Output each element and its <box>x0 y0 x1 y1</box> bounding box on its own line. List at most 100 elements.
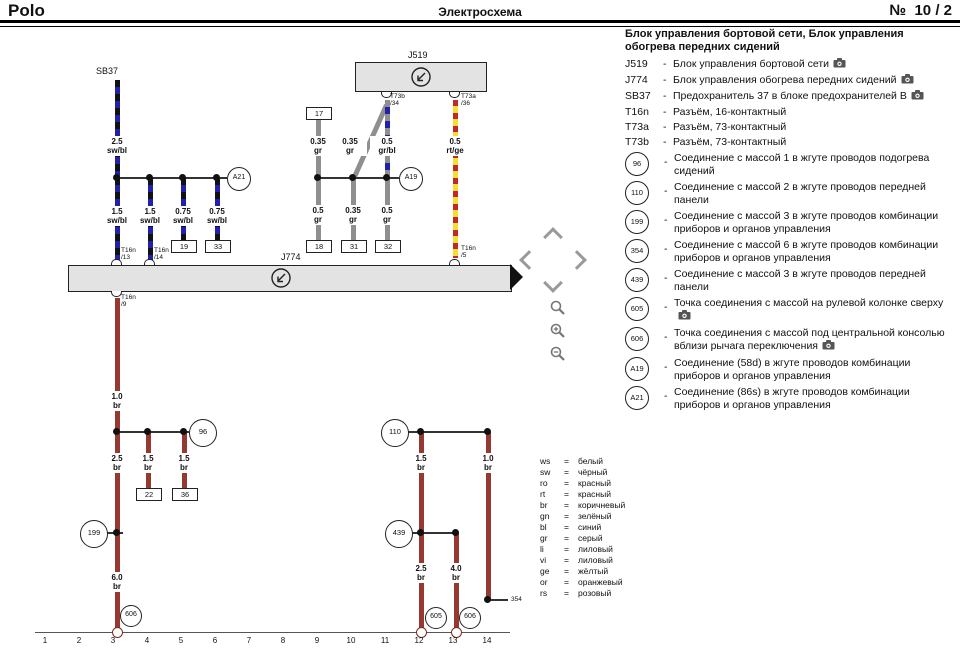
legend-item: 606 - Точка соединения с массой под цент… <box>625 327 957 354</box>
node-circle: A19 <box>399 167 423 191</box>
junction-dot <box>349 174 356 181</box>
wire-label: 0.75 sw/bl <box>166 206 200 226</box>
legend-description: Соединение (58d) в жгуте проводов комбин… <box>674 357 911 382</box>
connector-label: T16n/9 <box>121 294 136 308</box>
legend-key: T16n <box>625 106 649 118</box>
legend-dash: - <box>664 301 668 313</box>
camera-icon[interactable] <box>901 74 914 88</box>
legend-item: J519 - Блок управления бортовой сети <box>625 58 957 72</box>
legend-item: 110 - Соединение с массой 2 в жгуте пров… <box>625 181 957 207</box>
junction-dot <box>383 174 390 181</box>
camera-icon[interactable] <box>822 340 835 354</box>
legend-dash: - <box>664 243 668 255</box>
junction-dot <box>417 428 424 435</box>
node-circle: 110 <box>381 419 409 447</box>
connector-symbol <box>144 259 155 265</box>
legend-key: J519 <box>625 58 648 70</box>
legend-dash: - <box>663 106 667 118</box>
label-j519: J519 <box>408 50 428 60</box>
legend-dash: - <box>664 331 668 343</box>
legend-item: J774 - Блок управления обогрева передних… <box>625 74 957 88</box>
wire-label: 1.5 sw/bl <box>100 206 134 226</box>
legend-key: 96 <box>625 152 649 176</box>
wire-color-code: rt <box>540 489 546 499</box>
wire-color-eq: = <box>564 588 569 598</box>
legend-item: 439 - Соединение с массой 3 в жгуте пров… <box>625 268 957 294</box>
legend-key: 110 <box>625 181 649 205</box>
wire-label: 1.0 br <box>471 453 505 473</box>
legend-dash: - <box>663 90 667 102</box>
wire-label: 0.5 gr <box>370 205 404 225</box>
wire-color-code: gn <box>540 511 550 521</box>
legend-key: 354 <box>625 239 649 263</box>
legend-dash: - <box>663 58 667 70</box>
legend-item: 605 - Точка соединения с массой на рулев… <box>625 297 957 324</box>
header-brand: Polo <box>8 1 45 20</box>
wire-label: 0.35 gr <box>336 205 370 225</box>
wire-segment <box>115 298 120 432</box>
wire-color-code: ws <box>540 456 551 466</box>
track-number: 9 <box>314 636 320 645</box>
junction-bus <box>411 532 456 534</box>
legend-key: SB37 <box>625 90 651 102</box>
zoom-in-icon[interactable] <box>550 323 566 344</box>
legend-dash: - <box>663 74 667 86</box>
terminal-box: 19 <box>171 240 197 253</box>
camera-icon[interactable] <box>678 310 691 324</box>
node-circle: 439 <box>385 520 413 548</box>
wire-color-code: or <box>540 577 548 587</box>
wire-label: 1.0 br <box>100 391 134 411</box>
track-number: 11 <box>380 636 390 645</box>
junction-dot <box>452 529 459 536</box>
label-sb37: SB37 <box>96 66 119 76</box>
legend-description: Разъём, 16-контактный <box>673 106 787 118</box>
track-number: 13 <box>448 636 458 645</box>
ground-ref-label: 354 <box>511 596 522 603</box>
track-number: 3 <box>110 636 116 645</box>
camera-icon[interactable] <box>833 58 846 72</box>
pan-right-arrow[interactable] <box>567 250 587 270</box>
header-title: Электросхема <box>438 5 522 19</box>
wire-color-row: li = лиловый <box>540 544 625 555</box>
junction-dot <box>314 174 321 181</box>
junction-dot <box>113 529 120 536</box>
node-circle: 606 <box>459 607 481 629</box>
wire-color-name: зелёный <box>578 511 612 521</box>
wire-color-name: розовый <box>578 588 612 598</box>
legend-key: 606 <box>625 327 649 351</box>
camera-icon[interactable] <box>911 90 924 104</box>
junction-bus <box>488 599 508 601</box>
junction-bus <box>407 431 488 433</box>
junction-bus <box>117 431 189 433</box>
wire-color-eq: = <box>564 456 569 466</box>
legend-dash: - <box>663 121 667 133</box>
wire-color-name: чёрный <box>578 467 608 477</box>
header-page-number: № 10 / 2 <box>889 2 952 19</box>
legend-dash: - <box>664 214 668 226</box>
wire-label: 1.5 sw/bl <box>133 206 167 226</box>
junction-dot <box>144 428 151 435</box>
wire-color-name: красный <box>578 478 611 488</box>
wire-color-code: li <box>540 544 544 554</box>
terminal-box: 22 <box>136 488 162 501</box>
wire-label: 2.5 br <box>100 453 134 473</box>
connector-label: T16n/5 <box>461 245 476 259</box>
zoom-out-icon[interactable] <box>550 346 566 367</box>
legend-item: T73b - Разъём, 73-контактный <box>625 136 957 149</box>
legend-description: Соединение с массой 2 в жгуте проводов п… <box>674 181 926 206</box>
track-number: 6 <box>212 636 218 645</box>
header-rule-thick <box>0 20 960 23</box>
legend-item: 354 - Соединение с массой 6 в жгуте пров… <box>625 239 957 265</box>
wire-color-code: gr <box>540 533 548 543</box>
junction-dot <box>113 428 120 435</box>
pan-up-arrow[interactable] <box>543 227 563 247</box>
node-circle: A21 <box>227 167 251 191</box>
zoom-reset-icon[interactable] <box>550 300 566 321</box>
pan-down-arrow[interactable] <box>543 273 563 293</box>
wire-color-eq: = <box>564 467 569 477</box>
wire-label: 6.0 br <box>100 572 134 592</box>
wire-color-row: ro = красный <box>540 478 625 489</box>
node-circle: 96 <box>189 419 217 447</box>
legend-description: Соединение с массой 3 в жгуте проводов к… <box>674 210 939 235</box>
ground-point <box>112 627 123 638</box>
